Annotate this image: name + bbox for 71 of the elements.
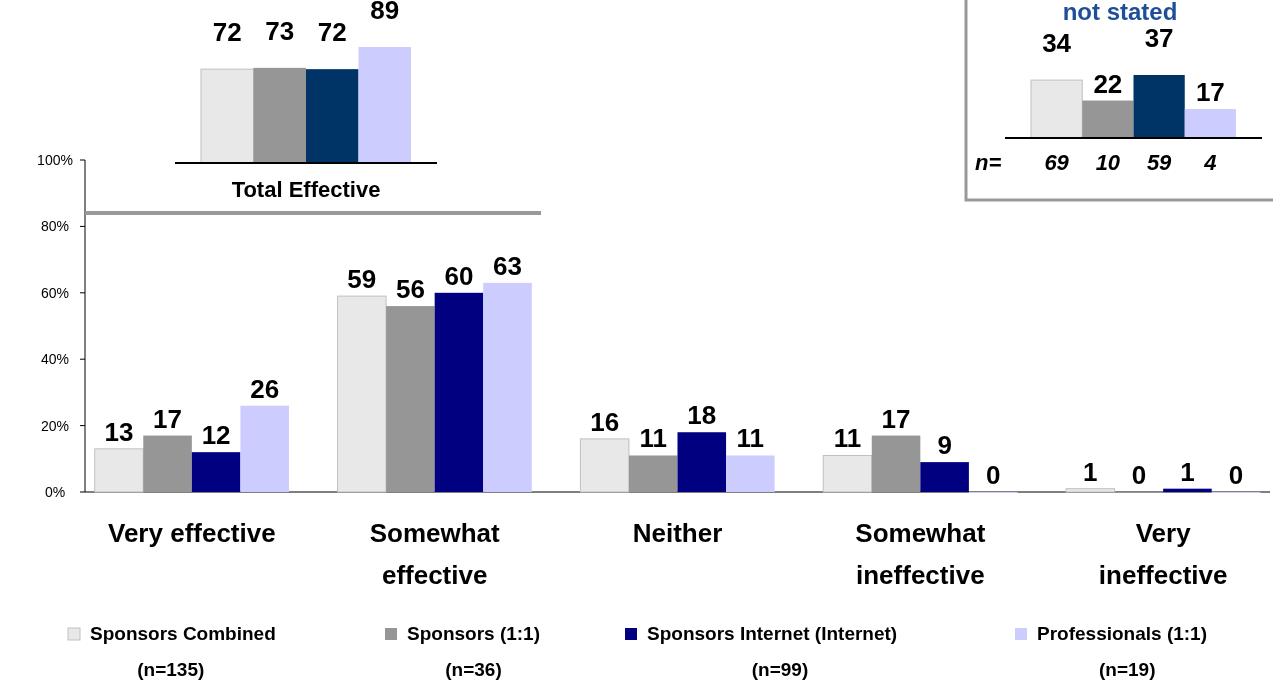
legend-label: Sponsors Internet (Internet) (n=99) bbox=[647, 623, 898, 680]
y-tick-label: 0% bbox=[44, 484, 66, 500]
data-label: 22 bbox=[1093, 68, 1123, 99]
x-tick-label: Very effective bbox=[108, 518, 276, 548]
bar bbox=[434, 292, 484, 492]
bar bbox=[240, 405, 289, 492]
x-tick-label: Neither bbox=[632, 518, 723, 548]
data-label: 26 bbox=[250, 373, 280, 404]
bar bbox=[94, 448, 144, 493]
bar bbox=[1133, 75, 1185, 138]
y-tick-label: 60% bbox=[40, 284, 70, 301]
y-tick-label: 40% bbox=[40, 351, 70, 368]
y-tick-label: 80% bbox=[40, 218, 70, 235]
x-axis-title: Total Effective bbox=[231, 177, 381, 202]
legend-label: Professionals (1:1) (n=19) bbox=[1037, 623, 1207, 680]
data-label: 0 bbox=[1228, 460, 1244, 490]
x-tick-label: Very ineffective bbox=[1098, 518, 1228, 590]
bar bbox=[483, 282, 532, 492]
annotation: n= bbox=[975, 150, 1002, 175]
x-tick-label: 4 bbox=[1203, 150, 1217, 175]
data-label: 1 bbox=[1180, 456, 1195, 487]
data-label: 11 bbox=[833, 423, 862, 454]
data-label: 34 bbox=[1042, 28, 1072, 59]
data-label: 73 bbox=[265, 15, 295, 46]
data-label: 0 bbox=[1131, 460, 1147, 490]
data-label: 18 bbox=[687, 400, 717, 431]
bar bbox=[726, 455, 775, 492]
data-label: 89 bbox=[370, 0, 400, 25]
bar bbox=[1184, 109, 1236, 138]
x-tick-label: Somewhat ineffective bbox=[855, 518, 986, 590]
chart-title: not stated bbox=[1062, 0, 1178, 25]
data-label: 17 bbox=[881, 403, 911, 434]
data-label: 1 bbox=[1083, 456, 1098, 487]
data-label: 13 bbox=[104, 416, 134, 447]
data-label: 11 bbox=[736, 423, 765, 454]
bar bbox=[1082, 100, 1134, 138]
data-label: 16 bbox=[590, 406, 620, 437]
y-tick-label: 20% bbox=[40, 417, 70, 434]
bar bbox=[579, 438, 630, 493]
data-label: 56 bbox=[395, 274, 425, 305]
bar bbox=[628, 455, 678, 492]
bar bbox=[191, 452, 241, 492]
bar bbox=[822, 454, 873, 493]
bar bbox=[337, 295, 387, 493]
data-label: 63 bbox=[493, 250, 522, 281]
x-tick-label: 59 bbox=[1146, 150, 1173, 175]
data-label: 9 bbox=[937, 430, 952, 461]
x-tick-label: 69 bbox=[1044, 150, 1070, 175]
bar bbox=[1163, 488, 1212, 492]
bar bbox=[1065, 488, 1116, 493]
x-tick-label: 10 bbox=[1095, 150, 1121, 175]
data-label: 72 bbox=[212, 17, 242, 48]
bar bbox=[143, 435, 192, 492]
data-label: 11 bbox=[639, 423, 667, 454]
data-label: 0 bbox=[985, 460, 1001, 490]
data-label: 37 bbox=[1144, 23, 1174, 53]
data-label: 12 bbox=[201, 420, 231, 451]
bar bbox=[920, 462, 969, 492]
data-label: 59 bbox=[347, 264, 377, 295]
x-tick-label: Somewhat effective bbox=[369, 518, 501, 590]
data-label: 17 bbox=[1195, 77, 1225, 108]
y-tick-label: 100% bbox=[37, 152, 73, 168]
bar bbox=[1030, 79, 1083, 139]
legend-label: Sponsors (1:1) (n=36) bbox=[407, 623, 541, 680]
legend-label: Sponsors Combined (n=135) bbox=[90, 623, 276, 680]
data-label: 60 bbox=[444, 260, 474, 291]
data-label: 72 bbox=[317, 17, 347, 48]
bar bbox=[677, 432, 727, 492]
bar bbox=[386, 306, 435, 492]
data-label: 17 bbox=[153, 403, 183, 434]
bar bbox=[871, 435, 921, 492]
